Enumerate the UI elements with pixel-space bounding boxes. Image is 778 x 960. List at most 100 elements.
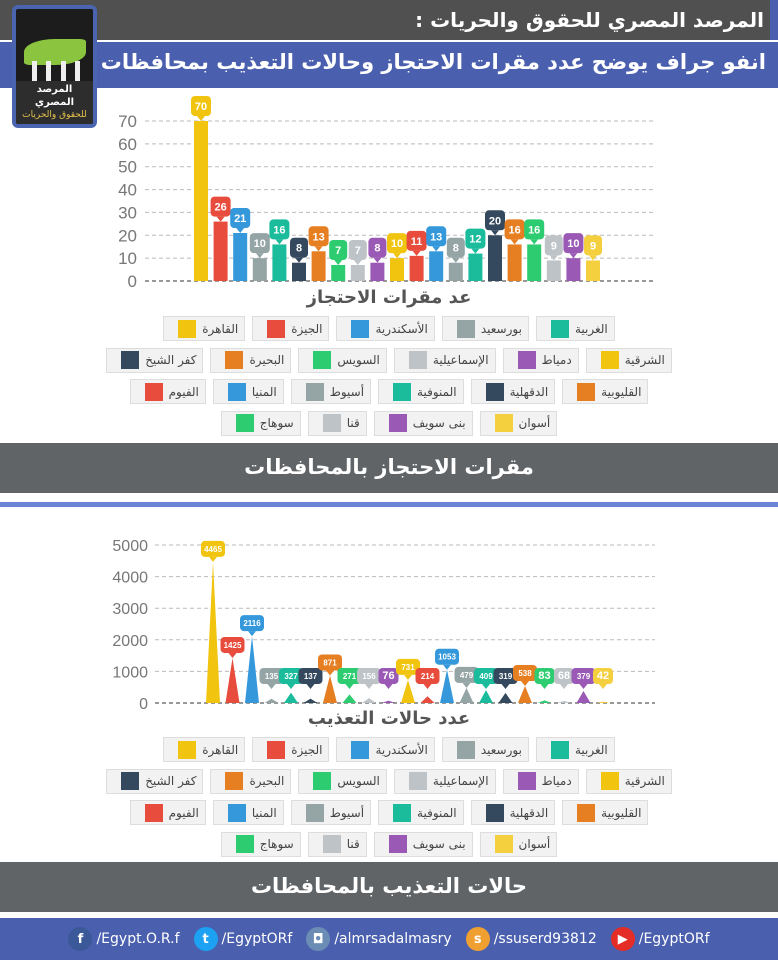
legend-item[interactable]: الجيزة: [252, 316, 330, 341]
legend-label: البحيرة: [249, 774, 285, 788]
legend-item[interactable]: الإسماعيلية: [393, 347, 496, 373]
legend-item[interactable]: أسيوط: [290, 800, 372, 825]
legend-row: الفيوم المنيا أسيوط المنوفية الدقهلية القليوب…: [0, 800, 778, 827]
data-label-bg: [474, 668, 498, 684]
legend-item[interactable]: القليوبية: [562, 800, 649, 825]
data-label-pointer: [443, 664, 451, 670]
data-label: 731: [401, 663, 415, 672]
legend-label: السويس: [337, 774, 380, 788]
legend-item[interactable]: سوهاج: [220, 831, 301, 857]
legend-item[interactable]: قنا: [307, 410, 367, 436]
legend-swatch: [351, 319, 370, 338]
data-label: 12: [469, 234, 481, 246]
data-label: 21: [234, 213, 246, 225]
bar: [252, 258, 267, 281]
legend-item[interactable]: الشرقية: [585, 347, 672, 373]
data-label: 20: [489, 215, 501, 227]
legend-item[interactable]: السويس: [298, 347, 387, 373]
legend-item[interactable]: الأسكندرية: [336, 737, 435, 762]
social-link[interactable]: s/ssuserd93812: [465, 927, 597, 951]
data-label-pointer: [521, 680, 529, 686]
legend-swatch: [485, 803, 504, 822]
legend-item[interactable]: بورسعيد: [441, 737, 529, 762]
data-label: 70: [195, 101, 207, 113]
data-label: 76: [382, 670, 394, 682]
legend-item[interactable]: البحيرة: [210, 768, 292, 794]
legend-label: الفيوم: [168, 384, 199, 399]
legend-item[interactable]: دمياط: [502, 347, 579, 373]
legend-item[interactable]: الإسماعيلية: [393, 768, 496, 794]
social-handle: /EgyptORf: [638, 931, 710, 947]
social-link[interactable]: t/EgyptORf: [193, 927, 292, 951]
social-footer: f/Egypt.O.R.f t/EgyptORf ◘/almrsadalmasry s…: [0, 918, 778, 960]
social-link[interactable]: f/Egypt.O.R.f: [68, 927, 180, 951]
legend-item[interactable]: الجيزة: [252, 737, 330, 762]
spike: [245, 636, 259, 703]
legend-swatch: [577, 382, 596, 401]
legend-item[interactable]: كفر الشيخ: [106, 347, 204, 373]
legend-item[interactable]: الغربية: [535, 316, 615, 341]
legend-item[interactable]: سوهاج: [220, 410, 301, 436]
legend-label: قنا: [346, 837, 360, 851]
social-link[interactable]: ◘/almrsadalmasry: [306, 927, 452, 951]
youtube-icon: ▶: [610, 927, 635, 951]
legend-item[interactable]: بنى سويف: [373, 410, 473, 436]
legend-item[interactable]: أسيوط: [290, 379, 372, 404]
data-label: 16: [508, 224, 520, 236]
legend-item[interactable]: الدقهلية: [470, 800, 556, 825]
legend-item[interactable]: الأسكندرية: [336, 316, 435, 341]
data-label-pointer: [314, 246, 323, 252]
legend-item[interactable]: المنيا: [212, 379, 284, 404]
bar: [409, 255, 424, 281]
data-label-pointer: [510, 239, 519, 245]
legend-swatch: [313, 351, 332, 369]
data-label-pointer: [412, 250, 421, 256]
legend-row: كفر الشيخ البحيرة السويس الإسماعيلية دمياط ال…: [0, 347, 778, 375]
legend-item[interactable]: البحيرة: [210, 347, 292, 373]
legend-item[interactable]: السويس: [298, 768, 387, 794]
social-link[interactable]: ▶/EgyptORf: [610, 927, 710, 951]
legend-item[interactable]: الغربية: [535, 737, 615, 762]
legend-item[interactable]: القاهرة: [163, 737, 246, 762]
legend-item[interactable]: قنا: [307, 831, 367, 857]
legend-item[interactable]: أسوان: [479, 831, 558, 857]
data-label: 271: [343, 672, 357, 681]
legend-item[interactable]: الدقهلية: [470, 379, 556, 404]
legend-item[interactable]: الفيوم: [129, 379, 206, 404]
legend-label: أسيوط: [329, 805, 365, 820]
bar: [350, 265, 365, 281]
data-label: 9: [590, 240, 596, 252]
data-label: 10: [391, 238, 403, 250]
data-label-pointer: [540, 684, 549, 689]
legend-item[interactable]: بنى سويف: [373, 831, 473, 857]
data-label-pointer: [326, 670, 334, 676]
legend-label: سوهاج: [259, 416, 294, 430]
legend-item[interactable]: أسوان: [479, 410, 558, 436]
legend-item[interactable]: كفر الشيخ: [106, 768, 204, 794]
legend-swatch: [235, 835, 254, 853]
y-tick-label: 60: [118, 135, 137, 154]
legend-label: أسوان: [518, 837, 551, 851]
data-label-bg: [259, 668, 284, 684]
spike: [381, 700, 396, 703]
legend-item[interactable]: المنيا: [212, 800, 284, 825]
legend-item[interactable]: دمياط: [502, 768, 579, 794]
legend-item[interactable]: المنوفية: [378, 379, 464, 404]
legend-item[interactable]: بورسعيد: [441, 316, 529, 341]
logo-name: المرصد المصري: [34, 84, 75, 108]
data-label-bg: [298, 668, 323, 684]
legend-item[interactable]: الشرقية: [585, 768, 672, 794]
social-handle: /ssuserd93812: [493, 931, 597, 947]
legend-item[interactable]: الفيوم: [129, 800, 206, 825]
data-label: 871: [323, 658, 337, 667]
legend-item[interactable]: القاهرة: [163, 316, 246, 341]
legend-item[interactable]: المنوفية: [378, 800, 464, 825]
data-label: 42: [597, 670, 609, 682]
data-label-bg: [554, 668, 574, 684]
spike: [440, 669, 454, 703]
legend-label: الجيزة: [291, 321, 323, 336]
legend-item[interactable]: القليوبية: [562, 379, 649, 404]
y-tick-label: 70: [118, 112, 137, 131]
data-label-bg: [318, 654, 342, 671]
legend-label: الشرقية: [624, 774, 665, 788]
